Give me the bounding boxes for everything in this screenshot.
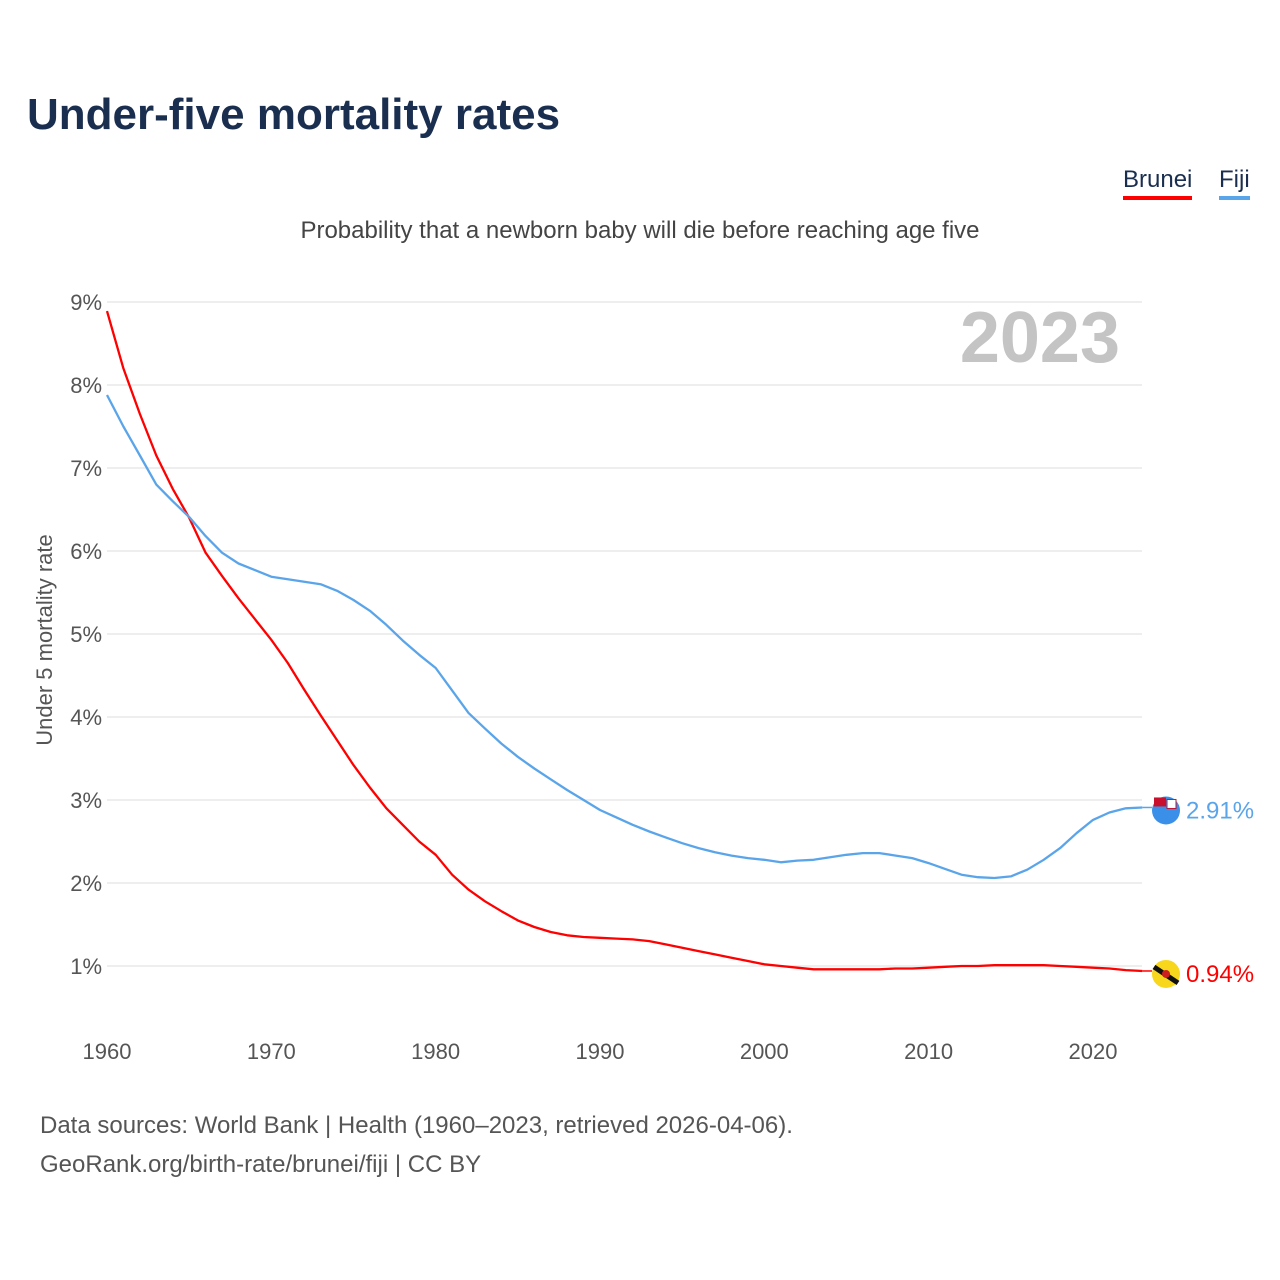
y-tick-label: 5% [70, 622, 102, 647]
y-axis-label: Under 5 mortality rate [32, 534, 57, 746]
y-tick-label: 4% [70, 705, 102, 730]
x-tick-label: 2020 [1069, 1039, 1118, 1064]
year-label: 2023 [960, 298, 1120, 378]
y-tick-label: 6% [70, 539, 102, 564]
flag-shield [1166, 798, 1177, 809]
end-value-label: 2.91% [1186, 797, 1254, 824]
chart-title: Under-five mortality rates [27, 90, 561, 139]
legend-item-fiji[interactable]: Fiji [1219, 166, 1250, 200]
legend-item-brunei[interactable]: Brunei [1123, 166, 1193, 200]
series-line-brunei [105, 310, 1143, 973]
source-link[interactable]: GeoRank.org/birth-rate/brunei/fiji | CC … [40, 1151, 482, 1178]
x-tick-label: 1980 [411, 1039, 460, 1064]
x-tick-label: 1960 [83, 1039, 132, 1064]
flag-union-jack [1154, 797, 1166, 807]
flag-emblem [1162, 969, 1170, 978]
y-tick-label: 3% [70, 788, 102, 813]
x-tick-label: 2000 [740, 1039, 789, 1064]
chart-subtitle: Probability that a newborn baby will die… [300, 217, 980, 244]
x-tick-label: 1970 [247, 1039, 296, 1064]
x-tick-label: 1990 [576, 1039, 625, 1064]
y-tick-label: 8% [70, 373, 102, 398]
series-line-fiji [105, 394, 1143, 880]
end-value-label: 0.94% [1186, 961, 1254, 988]
y-tick-label: 2% [70, 871, 102, 896]
data-source: Data sources: World Bank | Health (1960–… [40, 1112, 793, 1139]
footer: Data sources: World Bank | Health (1960–… [40, 1106, 793, 1184]
y-tick-label: 9% [70, 290, 102, 315]
y-tick-label: 7% [70, 456, 102, 481]
x-tick-label: 2010 [904, 1039, 953, 1064]
y-tick-label: 1% [70, 954, 102, 979]
